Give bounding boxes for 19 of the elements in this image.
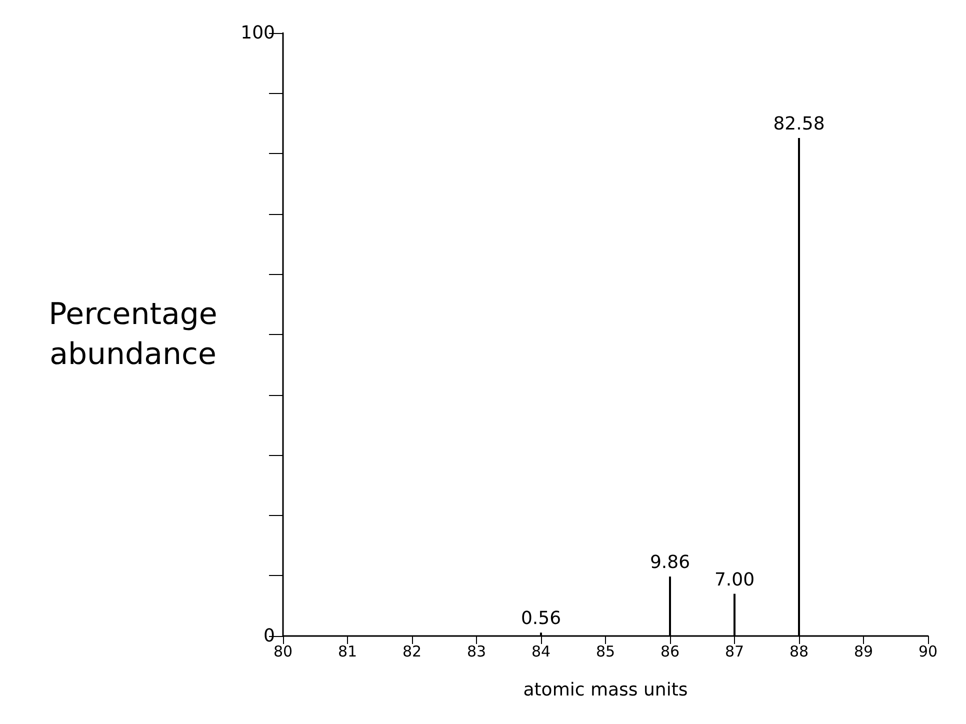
- x-tick-label: 88: [789, 642, 809, 660]
- x-tick-label: 86: [660, 642, 680, 660]
- data-label: 0.56: [520, 608, 562, 630]
- x-tick-label: 89: [854, 642, 874, 660]
- y-tick-label: 100: [240, 22, 275, 44]
- x-tick-label: 84: [531, 642, 551, 660]
- x-tick-label: 82: [402, 642, 422, 660]
- x-tick-label: 87: [724, 642, 744, 660]
- x-axis-title: atomic mass units: [523, 680, 688, 700]
- x-tick-label: 81: [338, 642, 358, 660]
- data-label: 7.00: [714, 569, 755, 590]
- y-axis-title: Percentage abundance: [48, 297, 218, 372]
- y-tick-label: 0: [264, 626, 275, 646]
- data-label: 82.58: [773, 114, 825, 135]
- x-tick-label: 83: [466, 642, 486, 660]
- x-tick-label: 85: [596, 642, 616, 660]
- x-tick-label: 80: [273, 642, 293, 660]
- x-tick-label: 90: [918, 642, 938, 660]
- data-label: 9.86: [650, 552, 690, 574]
